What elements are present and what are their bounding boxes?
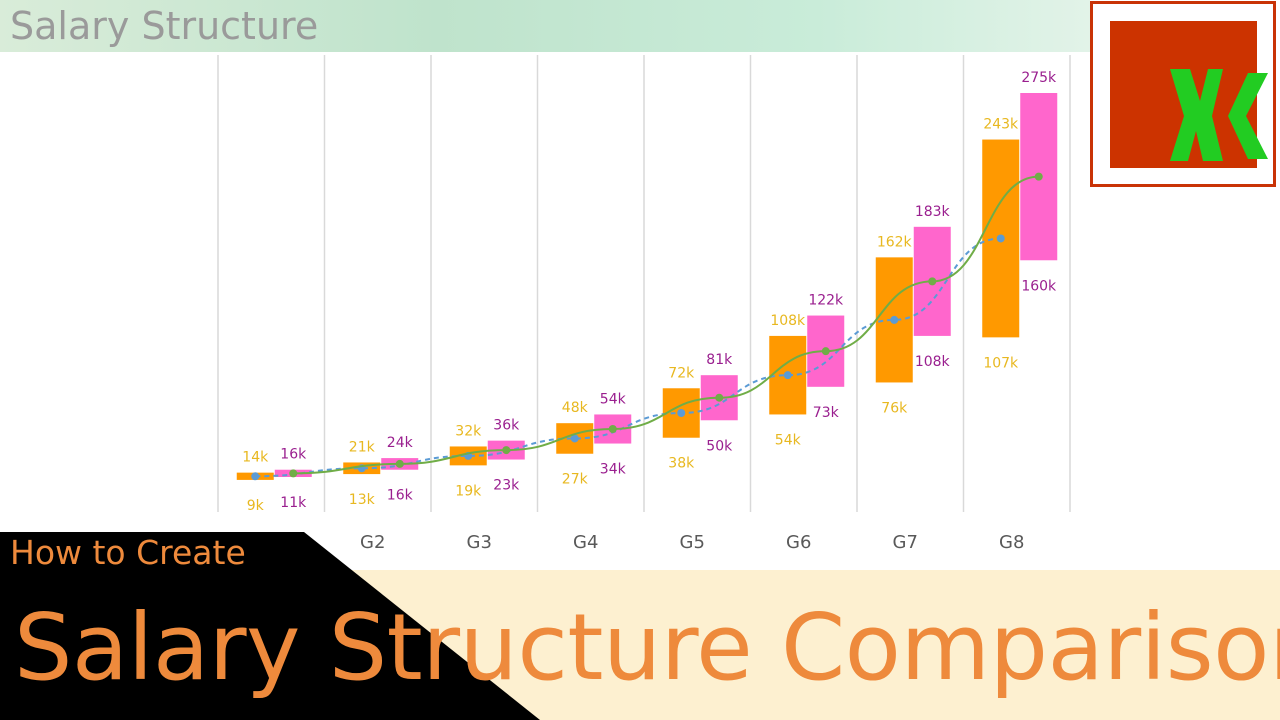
min-label: 50k [706,438,733,454]
min-label: 108k [915,354,951,370]
x-tick-label: G3 [467,532,492,553]
max-label: 16k [280,447,307,463]
midpoint-dot [251,472,260,481]
min-label: 160k [1021,278,1057,294]
header-title: Salary Structure [10,4,319,48]
min-label: 54k [775,432,802,448]
min-label: 73k [813,405,840,421]
max-label: 275k [1021,70,1057,86]
max-label: 72k [668,365,695,381]
min-label: 27k [562,472,589,488]
min-label: 38k [668,456,695,472]
min-label: 16k [387,488,414,504]
max-label: 36k [493,418,520,434]
excel-x-logo [1090,1,1276,187]
chart-bars [236,93,1058,480]
chart-data-labels: 14k 9k 16k 11k 21k 13k 24k 16k 32k 19k 36k 23k 48k 27… [242,70,1057,514]
midpoint-dot [1034,172,1043,181]
max-label: 32k [455,423,482,439]
midpoint-dot [821,347,830,356]
min-label: 13k [349,492,376,508]
chart-midpoint-lines [251,172,1043,481]
midpoint-line-series1 [255,237,1001,478]
banner-subtitle: How to Create [10,533,246,572]
midpoint-dot [570,434,579,443]
x-glyph-icon [1170,69,1268,161]
midpoint-dot [996,234,1005,243]
min-label: 11k [280,495,307,511]
midpoint-dot [502,446,511,455]
midpoint-dot [289,469,298,478]
midpoint-dot [395,459,404,468]
max-label: 54k [600,391,627,407]
max-label: 183k [915,204,951,220]
midpoint-dot [783,371,792,380]
max-label: 122k [808,293,844,309]
max-label: 108k [770,313,806,329]
max-label: 21k [349,439,376,455]
midpoint-dot [608,425,617,433]
min-label: 9k [247,498,265,514]
min-label: 19k [455,483,482,499]
max-label: 14k [242,450,269,466]
midpoint-dot [928,277,937,286]
header-band: Salary Structure [0,0,1090,52]
x-tick-label: G6 [786,532,811,553]
midpoint-dot [715,393,724,402]
midpoint-dot [677,409,686,417]
x-tick-label: G7 [893,532,918,553]
x-tick-label: G8 [999,532,1024,553]
max-label: 24k [387,435,414,451]
x-tick-label: G4 [573,532,598,553]
max-label: 243k [983,117,1019,133]
chart-grid [217,55,1071,512]
midpoint-dot [890,315,899,324]
max-label: 48k [562,400,589,416]
min-label: 76k [881,400,908,416]
banner-main-title: Salary Structure Comparison [14,594,1280,701]
min-label: 34k [600,462,627,478]
x-tick-label: G5 [680,532,705,553]
min-label: 23k [493,478,520,494]
x-tick-label: G2 [360,532,385,553]
max-label: 162k [877,234,913,250]
min-label: 107k [983,355,1019,371]
chart-x-ticks: G1G2G3G4G5G6G7G8 [254,532,1025,553]
max-label: 81k [706,352,733,368]
